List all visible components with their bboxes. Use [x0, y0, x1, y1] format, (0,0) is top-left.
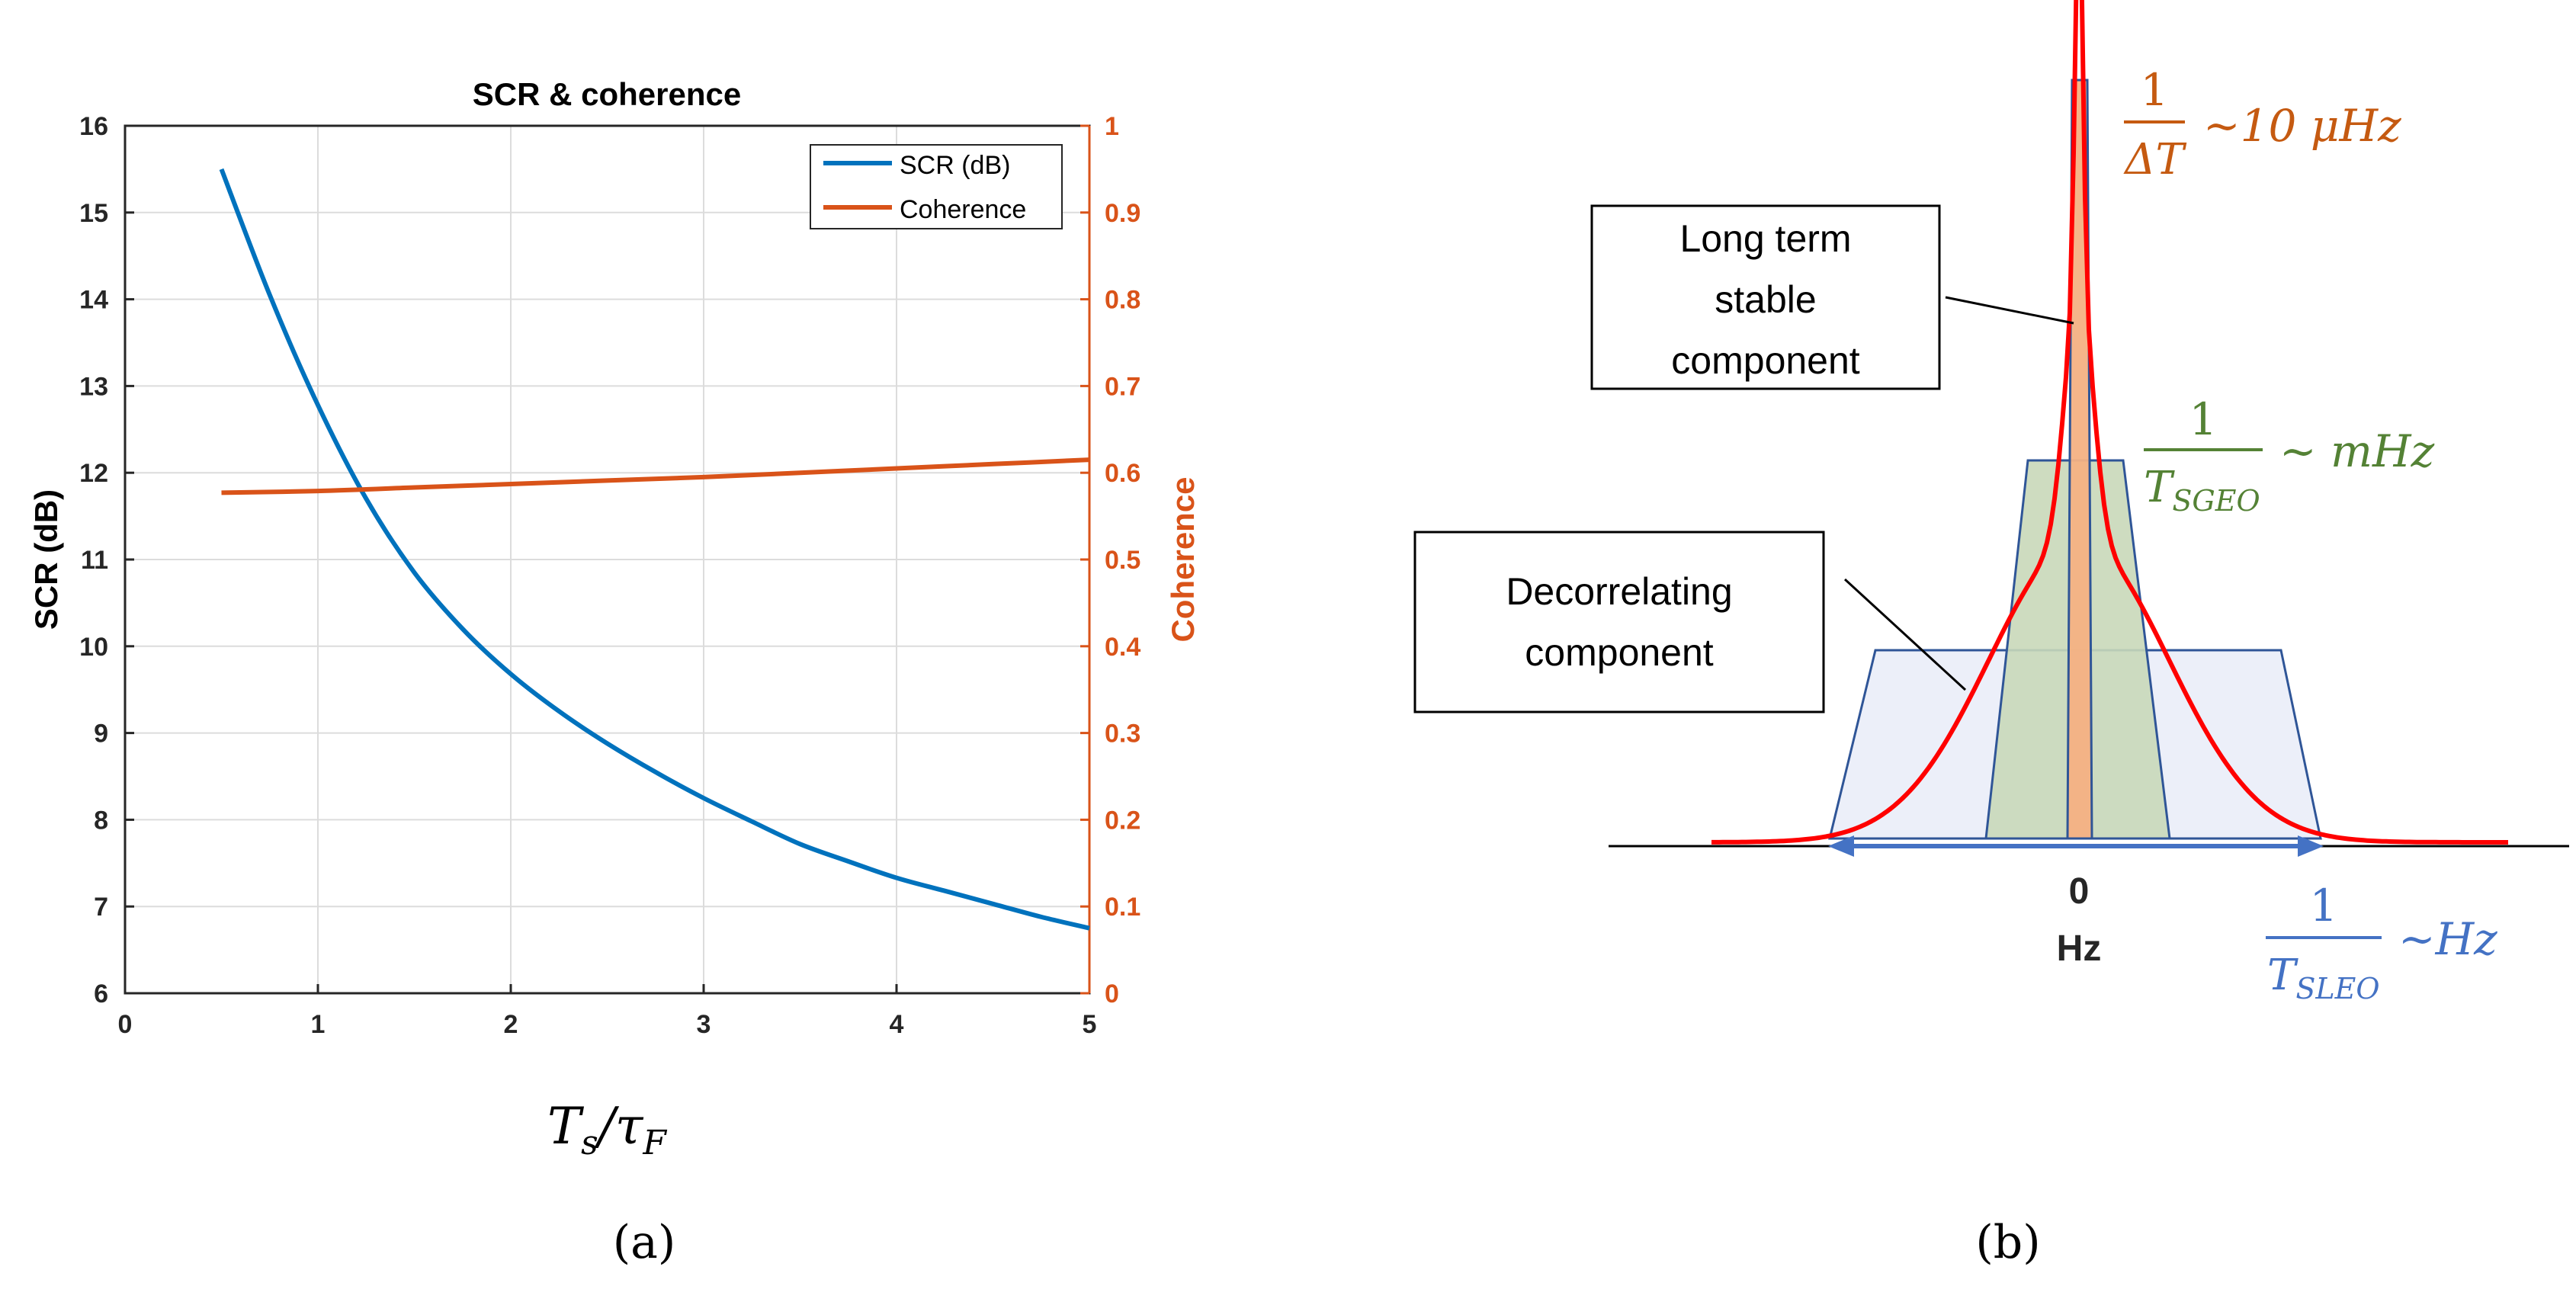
y-left-tick-label: 10	[79, 633, 108, 662]
decorrelating-callout-box	[1413, 531, 1825, 713]
caption-a: (a)	[613, 1216, 676, 1269]
decorrelating-line-2: component	[1525, 631, 1713, 674]
caption-b: (b)	[1975, 1216, 2040, 1269]
legend-label-scr: SCR (dB)	[900, 151, 1010, 180]
y-left-tick-label: 15	[79, 199, 108, 228]
y-left-tick-label: 16	[79, 112, 108, 141]
x-tick-label: 5	[1083, 1010, 1097, 1039]
series-line-coherence	[221, 457, 1090, 495]
hz-axis-label: Hz	[2057, 928, 2102, 969]
svg-text:1: 1	[2141, 64, 2169, 116]
zero-tick-label: 0	[2069, 871, 2090, 912]
y-right-tick-label: 0.5	[1105, 546, 1140, 575]
bandwidth-arrow	[1828, 835, 2324, 857]
x-tick-label: 3	[697, 1010, 711, 1039]
legend: SCR (dB) Coherence	[810, 144, 1063, 229]
label-sgeo: 1 TSGEO ~ mHz	[2144, 393, 2435, 518]
y-right-tick-label: 0.1	[1105, 893, 1140, 922]
y-right-tick-label: 0.4	[1105, 633, 1140, 662]
svg-text:~ mHz: ~ mHz	[2279, 425, 2435, 477]
x-tick-labels: 0 1 2 3 4 5	[118, 984, 1097, 1039]
y-axis-right-label: Coherence	[1165, 476, 1201, 642]
y-left-tick-label: 12	[79, 459, 108, 488]
legend-label-coherence: Coherence	[900, 195, 1026, 224]
y-right-tick-label: 0.8	[1105, 286, 1140, 315]
y-right-tick-label: 0.6	[1105, 459, 1140, 488]
y-right-tick-label: 0.2	[1105, 806, 1140, 835]
svg-text:~Hz: ~Hz	[2398, 913, 2497, 965]
y-right-tick-label: 1	[1105, 112, 1119, 141]
y-axis-left-label: SCR (dB)	[28, 489, 64, 630]
decorrelating-pointer	[1843, 578, 1967, 691]
x-tick-label: 4	[890, 1010, 904, 1039]
y-right-tick-label: 0.3	[1105, 720, 1140, 749]
legend-box	[810, 144, 1063, 229]
svg-text:~10 μHz: ~10 μHz	[2203, 100, 2401, 152]
label-sleo: 1 TSLEO ~Hz	[2266, 880, 2497, 1005]
svg-text:1: 1	[2310, 880, 2338, 931]
y-left-tick-label: 6	[94, 980, 108, 1008]
series-line-scr	[219, 168, 1090, 931]
long-term-line-2: stable	[1715, 278, 1816, 321]
left-y-tick-labels: 6 7 8 9 10 11 12 13 14 15 16	[79, 112, 134, 1008]
y-left-tick-label: 13	[79, 372, 108, 401]
label-delta-t: 1 ΔT ~10 μHz	[2123, 64, 2401, 184]
long-term-line-3: component	[1671, 339, 1859, 382]
y-right-tick-label: 0.9	[1105, 199, 1140, 228]
panel-b: Long term stable component Decorrelating…	[1413, 0, 2569, 1269]
long-term-pointer	[1945, 296, 2074, 325]
grid-lines	[124, 125, 1090, 994]
x-tick-label: 1	[311, 1010, 326, 1039]
y-left-tick-label: 7	[94, 893, 108, 922]
y-left-tick-label: 8	[94, 806, 108, 835]
svg-text:TSGEO: TSGEO	[2144, 463, 2260, 518]
decorrelating-line-1: Decorrelating	[1506, 570, 1732, 613]
x-tick-label: 2	[504, 1010, 518, 1039]
y-left-tick-label: 14	[79, 286, 108, 315]
svg-text:1: 1	[2189, 393, 2218, 445]
x-axis-label: Ts/τF	[547, 1097, 667, 1162]
y-left-tick-label: 9	[94, 720, 108, 749]
svg-text:TSLEO: TSLEO	[2267, 951, 2380, 1005]
long-term-callout-box	[1590, 204, 1941, 390]
chart-title: SCR & coherence	[473, 76, 741, 112]
long-term-line-1: Long term	[1679, 217, 1851, 260]
series-lines	[219, 168, 1090, 931]
right-y-tick-labels: 0 0.1 0.2 0.3 0.4 0.5 0.6 0.7 0.8 0.9 1	[1080, 112, 1140, 1008]
svg-text:ΔT: ΔT	[2123, 135, 2186, 184]
spectrum-curve	[1711, 0, 2508, 845]
y-right-tick-label: 0	[1105, 980, 1119, 1008]
y-left-tick-label: 11	[81, 546, 108, 575]
x-tick-label: 0	[118, 1010, 133, 1039]
y-right-tick-label: 0.7	[1105, 372, 1140, 401]
